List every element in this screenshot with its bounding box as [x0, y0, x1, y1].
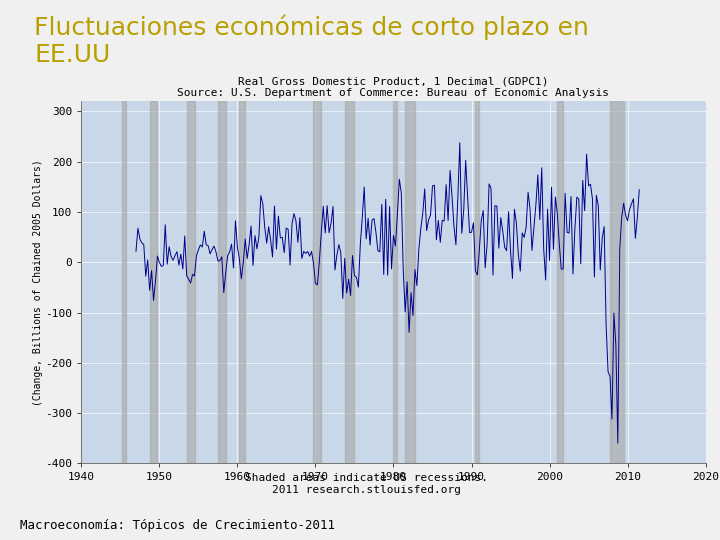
Bar	[186, 102, 194, 463]
Title: Real Gross Domestic Product, 1 Decimal (GDPC1)
Source: U.S. Department of Commer: Real Gross Domestic Product, 1 Decimal (…	[178, 76, 609, 98]
Bar	[122, 102, 126, 463]
Bar	[557, 102, 563, 463]
Bar	[218, 102, 225, 463]
Bar	[345, 102, 354, 463]
Text: Fluctuaciones económicas de corto plazo en
EE.UU: Fluctuaciones económicas de corto plazo …	[34, 14, 589, 68]
Text: Shaded areas indicate US recessions.
2011 research.stlouisfed.org: Shaded areas indicate US recessions. 201…	[245, 473, 488, 495]
Text: Macroeconomía: Tópicos de Crecimiento-2011: Macroeconomía: Tópicos de Crecimiento-20…	[20, 518, 335, 532]
Bar	[475, 102, 480, 463]
Bar	[150, 102, 158, 463]
Bar	[313, 102, 321, 463]
Bar	[394, 102, 397, 463]
Bar	[610, 102, 624, 463]
Bar	[405, 102, 415, 463]
Bar	[239, 102, 246, 463]
Y-axis label: (Change, Billions of Chained 2005 Dollars): (Change, Billions of Chained 2005 Dollar…	[32, 159, 42, 406]
